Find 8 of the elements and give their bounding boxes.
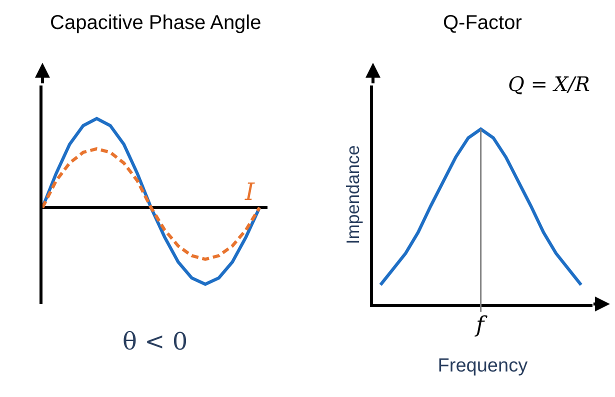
series-label: I [244, 178, 255, 206]
x-axis-title: Frequency [438, 355, 528, 376]
text: Q = X/R [508, 72, 590, 96]
chart-title: Capacitive Phase Angle [50, 12, 262, 34]
chart-title: Q-Factor [443, 12, 522, 34]
text: f [474, 313, 488, 338]
y-axis-title: Impendance [343, 145, 364, 244]
x-axis-title: θ < 0 [122, 327, 188, 356]
